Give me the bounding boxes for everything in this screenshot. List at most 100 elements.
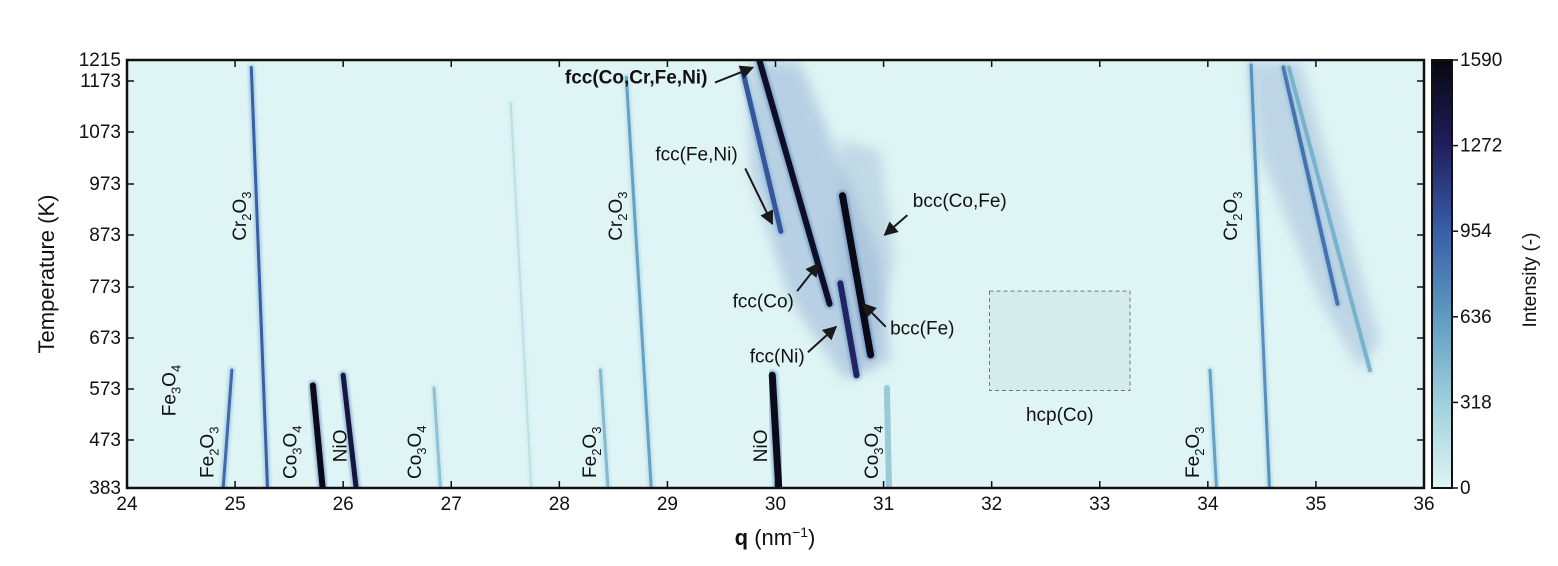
phase-label-part-6-2: O bbox=[580, 434, 601, 449]
phase-label-part-0-1: 2 bbox=[239, 213, 254, 220]
annotation-label-2: bcc(Co,Fe) bbox=[913, 191, 1007, 212]
annotation-label-0: fcc(Co,Cr,Fe,Ni) bbox=[565, 68, 708, 89]
x-tick-label-26: 26 bbox=[333, 494, 354, 515]
phase-label-part-7-2: O bbox=[606, 199, 627, 214]
trace-1 bbox=[249, 66, 270, 488]
phase-label-part-1-2: O bbox=[160, 372, 181, 387]
y-tick-label-573: 573 bbox=[89, 379, 121, 400]
trace-16 bbox=[1281, 65, 1340, 306]
colorbar-tick-label-0: 0 bbox=[1460, 478, 1471, 499]
phase-label-part-0-3: 3 bbox=[239, 191, 254, 198]
phase-label-part-1-3: 4 bbox=[169, 365, 184, 372]
y-tick-label-1173: 1173 bbox=[80, 71, 121, 92]
annotation-label-6: hcp(Co) bbox=[1026, 405, 1094, 426]
phase-label-10: Fe2O3 bbox=[1183, 427, 1207, 478]
colorbar-tick-label-954: 954 bbox=[1460, 221, 1492, 242]
phase-label-part-10-2: O bbox=[1183, 434, 1204, 449]
phase-label-part-2-3: 3 bbox=[206, 427, 221, 434]
phase-label-part-0-0: Cr bbox=[230, 220, 251, 241]
y-tick-label-873: 873 bbox=[89, 225, 121, 246]
phase-label-part-7-0: Cr bbox=[606, 220, 627, 241]
phase-label-0: Cr2O3 bbox=[230, 191, 254, 240]
y-axis-label: Temperature (K) bbox=[34, 195, 59, 354]
y-tick-label-773: 773 bbox=[89, 277, 121, 298]
phase-label-2: Fe2O3 bbox=[197, 427, 221, 478]
annotation-label-3: fcc(Co) bbox=[733, 291, 794, 312]
y-tick-label-1215: 1215 bbox=[79, 50, 121, 71]
x-tick-label-29: 29 bbox=[657, 494, 678, 515]
x-axis-label-bold: q bbox=[735, 525, 748, 550]
trace-15 bbox=[740, 70, 784, 234]
x-axis-ticks: 24 25 26 27 28 29 30 31 32 33 34 35 36 bbox=[116, 60, 1435, 515]
phase-label-part-3-0: Co bbox=[281, 455, 302, 479]
phase-label-part-1-1: 3 bbox=[169, 387, 184, 394]
x-tick-label-25: 25 bbox=[225, 494, 246, 515]
phase-label-part-7-1: 2 bbox=[615, 213, 630, 220]
x-tick-label-36: 36 bbox=[1413, 494, 1434, 515]
phase-label-part-5-0: Co bbox=[405, 455, 426, 479]
phase-label-part-6-0: Fe bbox=[580, 456, 601, 478]
y-tick-label-383: 383 bbox=[89, 478, 121, 499]
trace-11 bbox=[1249, 63, 1271, 488]
x-tick-label-31: 31 bbox=[873, 494, 894, 515]
trace-5 bbox=[509, 101, 533, 488]
trace-17 bbox=[1286, 65, 1372, 373]
x-tick-label-33: 33 bbox=[1089, 494, 1110, 515]
x-tick-label-32: 32 bbox=[981, 494, 1002, 515]
trace-14 bbox=[837, 280, 860, 379]
annotation-label-1: fcc(Fe,Ni) bbox=[655, 145, 737, 166]
phase-label-3: Co3O4 bbox=[281, 425, 305, 479]
phase-label-part-2-0: Fe bbox=[197, 456, 218, 478]
x-axis-label: q (nm−1) bbox=[735, 524, 816, 550]
y-tick-label-1073: 1073 bbox=[79, 122, 121, 143]
phase-label-1: Fe3O4 bbox=[160, 365, 184, 416]
phase-label-part-0-2: O bbox=[230, 199, 251, 214]
phase-label-8: NiO bbox=[751, 429, 772, 462]
phase-label-part-8-0: NiO bbox=[751, 429, 772, 462]
phase-label-part-3-2: O bbox=[281, 433, 302, 448]
phase-label-part-5-2: O bbox=[405, 433, 426, 448]
x-axis-label-sup: −1 bbox=[792, 524, 808, 540]
trace-10 bbox=[1208, 368, 1218, 488]
phase-label-11: Cr2O3 bbox=[1221, 191, 1245, 240]
y-tick-label-673: 673 bbox=[89, 328, 121, 349]
colorbar-tick-label-636: 636 bbox=[1460, 307, 1492, 328]
annotation-arrow-2 bbox=[883, 214, 909, 236]
trace-13 bbox=[839, 192, 875, 359]
annotation-label-5: fcc(Ni) bbox=[750, 346, 805, 367]
phase-label-part-3-3: 4 bbox=[290, 425, 305, 432]
phase-label-part-9-3: 4 bbox=[871, 425, 886, 432]
trace-8 bbox=[768, 371, 783, 488]
colorbar-tick-label-1272: 1272 bbox=[1460, 136, 1502, 157]
phase-label-part-7-3: 3 bbox=[615, 191, 630, 198]
phase-label-part-9-2: O bbox=[862, 433, 883, 448]
phase-label-part-2-1: 2 bbox=[206, 449, 221, 456]
x-axis-label-rest: (nm bbox=[748, 525, 792, 550]
phase-annotations: fcc(Co,Cr,Fe,Ni) fcc(Fe,Ni) bcc(Co,Fe) fcc(… bbox=[565, 65, 1094, 426]
phase-label-part-2-2: O bbox=[197, 434, 218, 449]
phase-label-part-11-0: Cr bbox=[1221, 220, 1242, 241]
trace-4 bbox=[432, 386, 442, 488]
trace-3 bbox=[340, 372, 359, 488]
colorbar-tick-label-318: 318 bbox=[1460, 392, 1492, 413]
phase-label-part-6-3: 3 bbox=[589, 427, 604, 434]
phase-label-part-9-1: 3 bbox=[871, 448, 886, 455]
x-tick-label-27: 27 bbox=[441, 494, 462, 515]
colorbar bbox=[1431, 59, 1453, 489]
phase-label-part-11-2: O bbox=[1221, 199, 1242, 214]
phase-label-part-4-0: NiO bbox=[330, 429, 351, 462]
diffraction-traces bbox=[219, 60, 1374, 488]
phase-label-7: Cr2O3 bbox=[606, 191, 630, 240]
phase-label-part-9-0: Co bbox=[862, 455, 883, 479]
trace-7 bbox=[624, 76, 653, 488]
x-tick-label-28: 28 bbox=[549, 494, 570, 515]
phase-label-4: NiO bbox=[330, 429, 351, 462]
x-tick-label-34: 34 bbox=[1197, 494, 1219, 515]
phase-label-9: Co3O4 bbox=[862, 425, 886, 479]
y-tick-label-473: 473 bbox=[89, 430, 121, 451]
annotation-arrow-4 bbox=[862, 302, 887, 328]
annotation-arrow-5 bbox=[807, 325, 838, 354]
x-axis-label-close: ) bbox=[808, 525, 815, 550]
phase-label-part-11-1: 2 bbox=[1230, 213, 1245, 220]
